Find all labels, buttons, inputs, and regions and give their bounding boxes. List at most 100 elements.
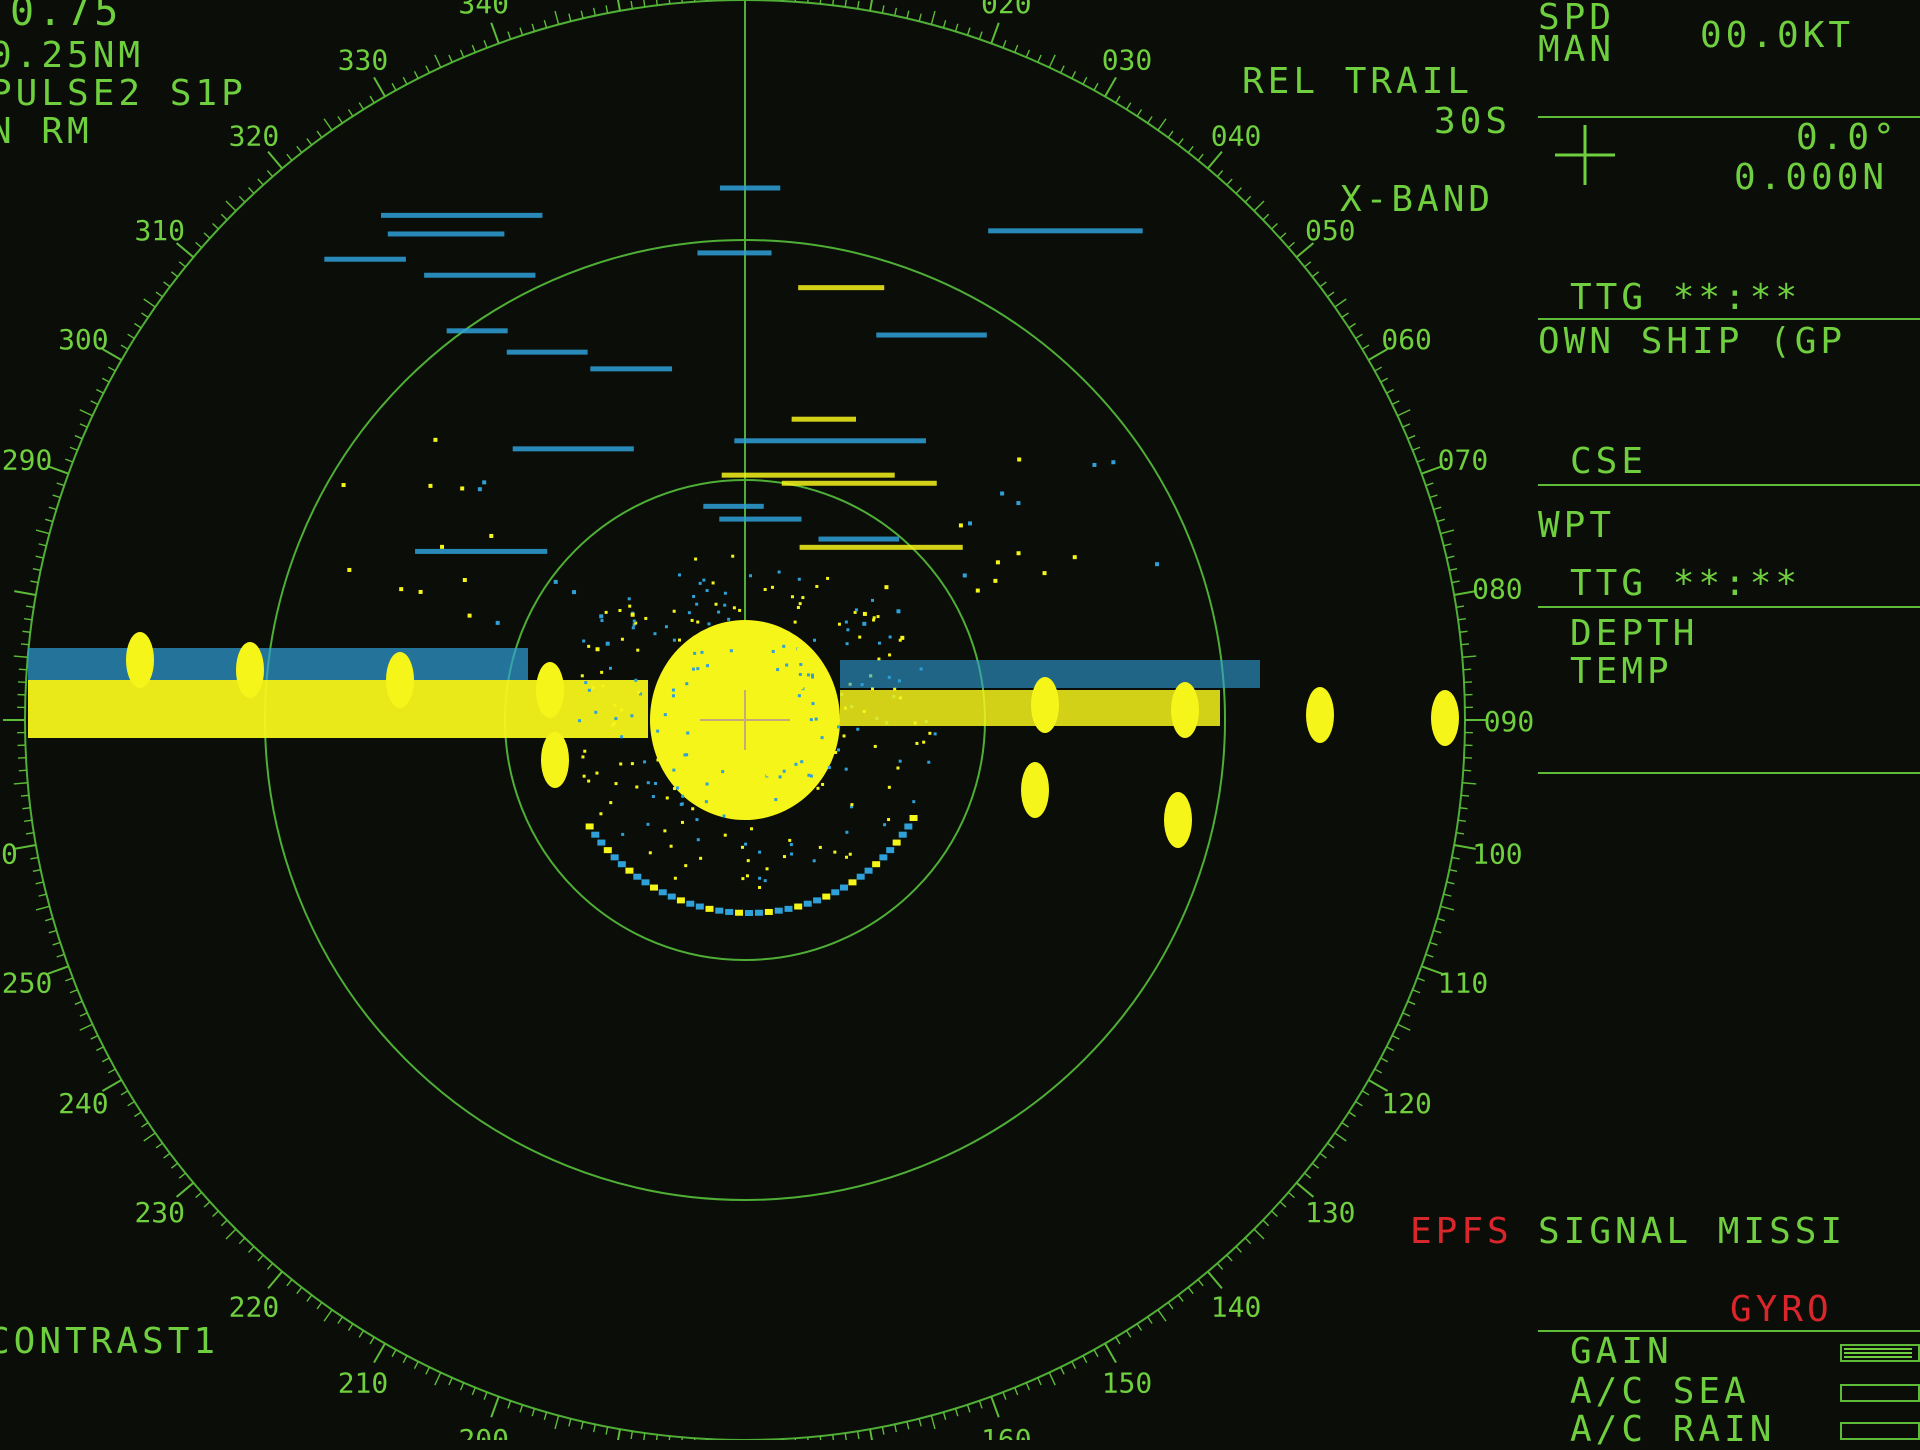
echo-arc (813, 897, 821, 903)
echo-speck (678, 639, 681, 642)
echo-speck (688, 611, 691, 614)
pulse-readout[interactable]: PULSE2 S1P (0, 76, 247, 112)
echo-speck (694, 765, 697, 768)
echo-speck (758, 877, 761, 880)
echo-speck (619, 762, 622, 765)
sea-clutter-bar[interactable] (1840, 1384, 1920, 1402)
echo-speck (727, 618, 730, 621)
echo-speck (760, 797, 763, 800)
echo-speck (758, 886, 761, 889)
bearing-label-060: 060 (1381, 323, 1432, 356)
target-echo (236, 642, 264, 698)
echo-speck (813, 859, 816, 862)
echo-speck (758, 851, 761, 854)
divider (1538, 606, 1920, 608)
echo-speck (621, 833, 624, 836)
echo-speck (587, 780, 590, 783)
echo-speck (632, 626, 635, 629)
echo-streak (424, 273, 535, 278)
echo-speck (774, 798, 777, 801)
epfs-alert[interactable]: EPFS (1410, 1214, 1513, 1250)
echo-speck (746, 874, 749, 877)
echo-arc (625, 868, 633, 874)
echo-arc (642, 879, 650, 885)
gain-bar[interactable] (1840, 1344, 1920, 1362)
echo-speck (794, 621, 797, 624)
echo-speck (811, 674, 814, 677)
echo-speck (712, 581, 715, 584)
echo-speck (399, 587, 403, 591)
shore-echo-east (840, 690, 1220, 726)
echo-speck (837, 748, 840, 751)
bearing-label-340: 340 (458, 0, 509, 20)
echo-speck (620, 735, 623, 738)
echo-arc (822, 894, 830, 900)
echo-speck (797, 648, 800, 651)
echo-speck (1092, 463, 1096, 467)
echo-speck (776, 668, 779, 671)
echo-speck (803, 690, 806, 693)
gain-level-fill (1844, 1348, 1912, 1358)
echo-streak (415, 549, 547, 554)
echo-speck (697, 838, 700, 841)
echo-speck (803, 778, 806, 781)
bearing-label-220: 220 (229, 1290, 280, 1323)
echo-speck (685, 682, 688, 685)
bearing-label-320: 320 (229, 120, 280, 153)
echo-speck (764, 879, 767, 882)
echo-speck (621, 638, 624, 641)
echo-speck (672, 769, 675, 772)
gyro-alert[interactable]: GYRO (1730, 1292, 1833, 1328)
signal-missing-alert[interactable]: SIGNAL MISSI (1538, 1214, 1846, 1250)
echo-speck (888, 786, 891, 789)
motion-mode-readout[interactable]: N RM (0, 114, 93, 150)
rain-clutter-bar[interactable] (1840, 1422, 1920, 1440)
echo-speck (813, 639, 816, 642)
depth-label: DEPTH (1570, 616, 1698, 652)
echo-speck (821, 736, 824, 739)
echo-speck (468, 614, 472, 618)
echo-speck (678, 573, 681, 576)
echo-streak (703, 504, 763, 509)
echo-speck (766, 867, 769, 870)
echo-speck (871, 599, 874, 602)
target-echo (386, 652, 414, 708)
echo-speck (676, 786, 679, 789)
echo-speck (794, 763, 797, 766)
trail-time-readout[interactable]: 30S (1434, 104, 1511, 140)
man-label[interactable]: MAN (1538, 32, 1615, 68)
echo-speck (766, 773, 769, 776)
echo-speck (934, 732, 937, 735)
gain-label: GAIN (1570, 1334, 1673, 1370)
echo-speck (631, 613, 635, 617)
echo-speck (606, 642, 610, 646)
shore-echo-blue (28, 648, 528, 680)
echo-streak (507, 350, 588, 355)
echo-speck (595, 772, 598, 775)
echo-speck (724, 834, 727, 837)
echo-speck (691, 619, 694, 622)
wpt-label[interactable]: WPT (1538, 508, 1615, 544)
target-echo (1031, 677, 1059, 733)
echo-speck (681, 821, 684, 824)
echo-speck (653, 632, 656, 635)
bearing-label-310: 310 (134, 214, 185, 247)
echo-speck (837, 725, 840, 728)
echo-speck (636, 649, 639, 652)
echo-speck (700, 651, 703, 654)
echo-streak (697, 250, 771, 255)
target-echo (536, 662, 564, 718)
echo-speck (615, 782, 618, 785)
range-scale-readout[interactable]: 0.75 (10, 0, 122, 32)
contrast-readout[interactable]: CONTRAST1 (0, 1324, 219, 1360)
echo-speck (1000, 491, 1004, 495)
echo-speck (419, 590, 423, 594)
echo-streak (876, 333, 987, 338)
echo-speck (802, 752, 805, 755)
echo-speck (656, 758, 659, 761)
trail-mode-readout[interactable]: REL TRAIL (1242, 64, 1473, 100)
echo-speck (582, 640, 585, 643)
echo-speck (1017, 457, 1021, 461)
bearing-label-260: 260 (0, 838, 18, 871)
echo-speck (681, 802, 684, 805)
